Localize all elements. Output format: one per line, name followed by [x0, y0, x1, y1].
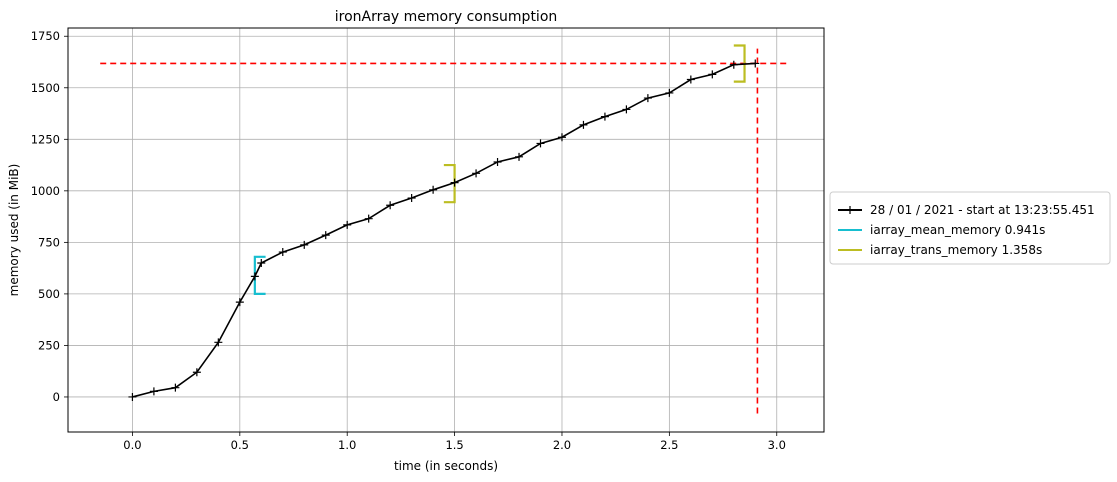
y-tick-label: 1500: [31, 81, 60, 95]
data-point: [557, 133, 566, 142]
data-point: [192, 368, 201, 377]
data-point: [278, 248, 287, 257]
legend-label: iarray_mean_memory 0.941s: [870, 223, 1045, 237]
x-axis: 0.0 0.5 1.0 1.5 2.0 2.5 3.0: [123, 432, 786, 452]
data-point: [515, 152, 524, 161]
data-point: [128, 392, 137, 401]
data-point: [493, 157, 502, 166]
legend-box: [829, 191, 1111, 265]
grid: [68, 28, 824, 432]
data-point: [579, 120, 588, 129]
data-point: [686, 75, 695, 84]
data-point: [257, 258, 266, 267]
y-axis-label: memory used (in MiB): [7, 164, 21, 297]
legend: 28 / 01 / 2021 - start at 13:23:55.451 ia…: [829, 191, 1111, 265]
data-point: [665, 88, 674, 97]
x-tick-label: 2.0: [553, 438, 571, 452]
data-point: [450, 178, 459, 187]
legend-marker: [846, 206, 854, 214]
data-point: [407, 194, 416, 203]
y-tick-label: 1750: [31, 29, 60, 43]
data-point: [729, 60, 738, 69]
y-tick-label: 0: [53, 390, 60, 404]
x-axis-label: time (in seconds): [394, 459, 498, 473]
data-point: [751, 59, 760, 68]
x-tick-label: 3.0: [768, 438, 786, 452]
data-point: [472, 169, 481, 178]
data-point: [536, 139, 545, 148]
data-point: [429, 185, 438, 194]
data-point: [321, 231, 330, 240]
legend-label: iarray_trans_memory 1.358s: [870, 243, 1042, 257]
data-point: [214, 338, 223, 347]
plot-frame: [67, 27, 825, 433]
reference-lines: [100, 48, 788, 414]
y-tick-label: 750: [38, 235, 60, 249]
y-tick-label: 1000: [31, 184, 60, 198]
data-point: [643, 94, 652, 103]
data-point: [364, 214, 373, 223]
y-tick-label: 1250: [31, 132, 60, 146]
data-point: [343, 220, 352, 229]
series-layer: [128, 59, 760, 401]
data-point: [149, 387, 158, 396]
data-point: [300, 240, 309, 249]
data-point: [171, 383, 180, 392]
data-point: [600, 112, 609, 121]
x-tick-label: 0.5: [231, 438, 249, 452]
legend-label: 28 / 01 / 2021 - start at 13:23:55.451: [870, 203, 1095, 217]
data-point: [708, 70, 717, 79]
x-tick-label: 2.5: [660, 438, 678, 452]
data-point: [622, 105, 631, 114]
chart-title: ironArray memory consumption: [335, 9, 558, 25]
y-tick-label: 250: [38, 338, 60, 352]
plot-area: [68, 28, 824, 432]
data-point: [235, 298, 244, 307]
x-tick-label: 0.0: [123, 438, 141, 452]
data-point: [250, 272, 259, 281]
x-tick-label: 1.0: [338, 438, 356, 452]
data-point: [386, 201, 395, 210]
y-axis: 0 250 500 750 1000 1250 1500 1750: [31, 29, 68, 404]
x-tick-label: 1.5: [445, 438, 463, 452]
y-tick-label: 500: [38, 287, 60, 301]
